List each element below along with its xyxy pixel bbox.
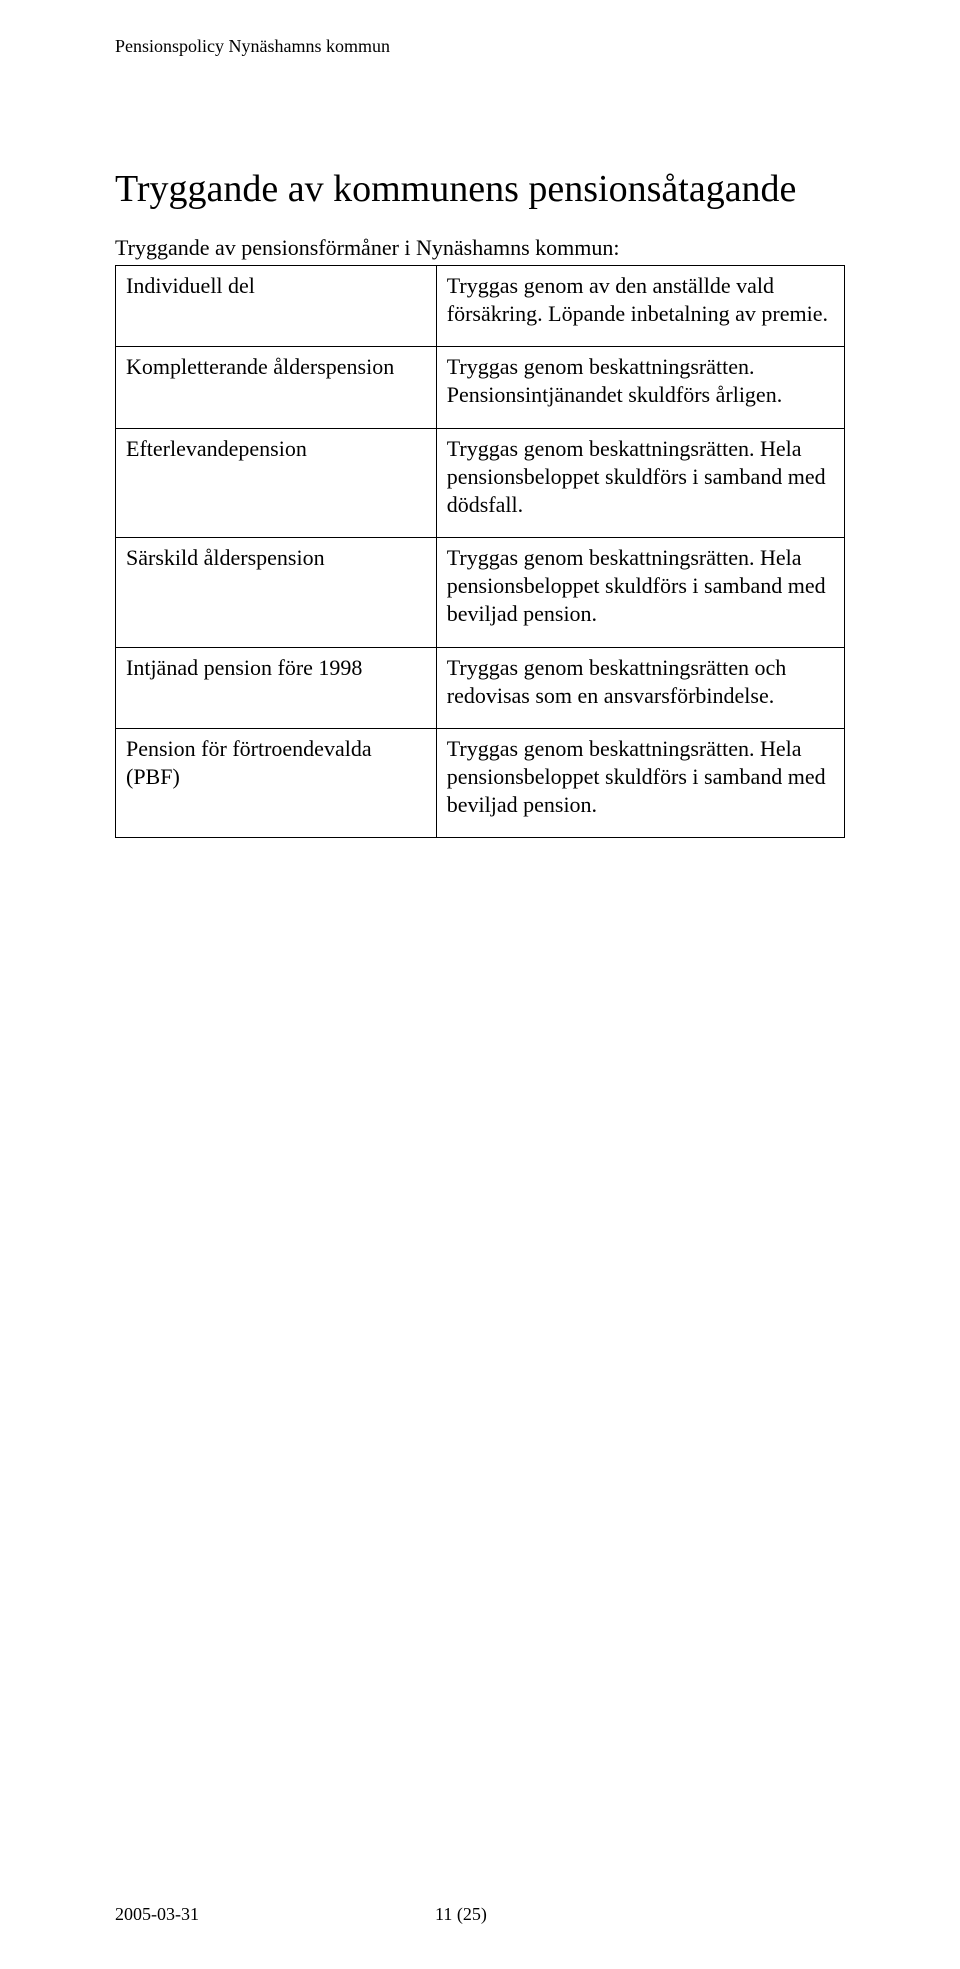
- pension-table: Individuell del Tryggas genom av den ans…: [115, 265, 845, 838]
- table-cell-right: Tryggas genom beskattningsrätten. Hela p…: [436, 728, 844, 837]
- table-cell-left: Individuell del: [116, 266, 437, 347]
- table-cell-left: Kompletterande ålderspension: [116, 347, 437, 428]
- table-row: Pension för förtroendevalda (PBF) Trygga…: [116, 728, 845, 837]
- table-cell-right: Tryggas genom beskattningsrätten. Hela p…: [436, 538, 844, 647]
- table-cell-left: Efterlevandepension: [116, 428, 437, 537]
- table-row: Efterlevandepension Tryggas genom beskat…: [116, 428, 845, 537]
- page-footer: 2005-03-31 11 (25): [115, 1904, 845, 1925]
- footer-page-number: 11 (25): [435, 1904, 487, 1925]
- table-row: Intjänad pension före 1998 Tryggas genom…: [116, 647, 845, 728]
- table-cell-left: Pension för förtroendevalda (PBF): [116, 728, 437, 837]
- table-cell-left: Särskild ålderspension: [116, 538, 437, 647]
- document-page: Pensionspolicy Nynäshamns kommun Tryggan…: [0, 0, 960, 838]
- footer-date: 2005-03-31: [115, 1904, 199, 1924]
- table-row: Individuell del Tryggas genom av den ans…: [116, 266, 845, 347]
- subtitle: Tryggande av pensionsförmåner i Nynäsham…: [115, 235, 845, 261]
- running-header: Pensionspolicy Nynäshamns kommun: [115, 36, 845, 57]
- table-cell-right: Tryggas genom beskattningsrätten. Pensio…: [436, 347, 844, 428]
- page-title: Tryggande av kommunens pensionsåtagande: [115, 167, 845, 211]
- table-cell-right: Tryggas genom beskattningsrätten. Hela p…: [436, 428, 844, 537]
- table-row: Kompletterande ålderspension Tryggas gen…: [116, 347, 845, 428]
- table-cell-right: Tryggas genom av den anställde vald förs…: [436, 266, 844, 347]
- table-cell-right: Tryggas genom beskattningsrätten och red…: [436, 647, 844, 728]
- table-cell-left: Intjänad pension före 1998: [116, 647, 437, 728]
- table-row: Särskild ålderspension Tryggas genom bes…: [116, 538, 845, 647]
